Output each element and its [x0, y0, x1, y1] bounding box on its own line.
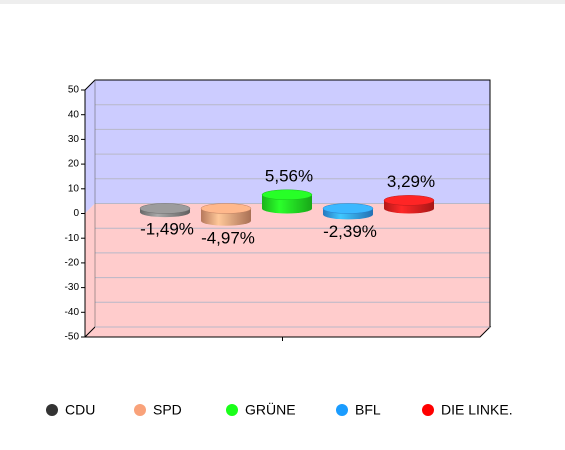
value-label: 3,29% — [387, 172, 435, 191]
legend-marker — [134, 404, 146, 416]
value-label: -1,49% — [140, 220, 194, 239]
y-tick-label: -20 — [65, 258, 80, 269]
back-wall-positive — [95, 80, 490, 204]
y-tick-label: 30 — [68, 134, 80, 145]
legend-label: DIE LINKE. — [441, 402, 513, 418]
bar-cap — [261, 189, 313, 201]
legend-marker — [226, 404, 238, 416]
side-wall-positive — [85, 80, 95, 214]
legend-label: SPD — [153, 402, 182, 418]
top-strip — [0, 0, 565, 4]
legend-marker — [46, 404, 58, 416]
y-tick-label: 10 — [68, 183, 80, 194]
bar-cap — [139, 203, 191, 214]
y-tick-label: 20 — [68, 159, 80, 170]
bar-cap — [383, 195, 435, 206]
legend-marker — [422, 404, 434, 416]
y-tick-label: 40 — [68, 109, 80, 120]
floor — [83, 326, 492, 338]
bar-cap — [322, 203, 374, 214]
legend-label: GRÜNE — [245, 401, 296, 418]
y-tick-label: -40 — [65, 307, 80, 318]
y-tick-label: -50 — [65, 332, 80, 343]
y-tick-label: -30 — [65, 282, 80, 293]
back-wall-negative — [95, 203, 490, 327]
y-tick-label: 50 — [68, 85, 80, 96]
legend-label: CDU — [65, 402, 95, 418]
value-label: -4,97% — [201, 228, 255, 247]
bar-cap — [200, 203, 252, 214]
side-wall-negative — [85, 203, 95, 337]
legend-marker — [336, 404, 348, 416]
legend-label: BFL — [355, 402, 381, 418]
y-tick-label: 0 — [73, 208, 79, 219]
value-label: -2,39% — [323, 222, 377, 241]
value-label: 5,56% — [265, 166, 313, 185]
y-tick-label: -10 — [65, 233, 80, 244]
